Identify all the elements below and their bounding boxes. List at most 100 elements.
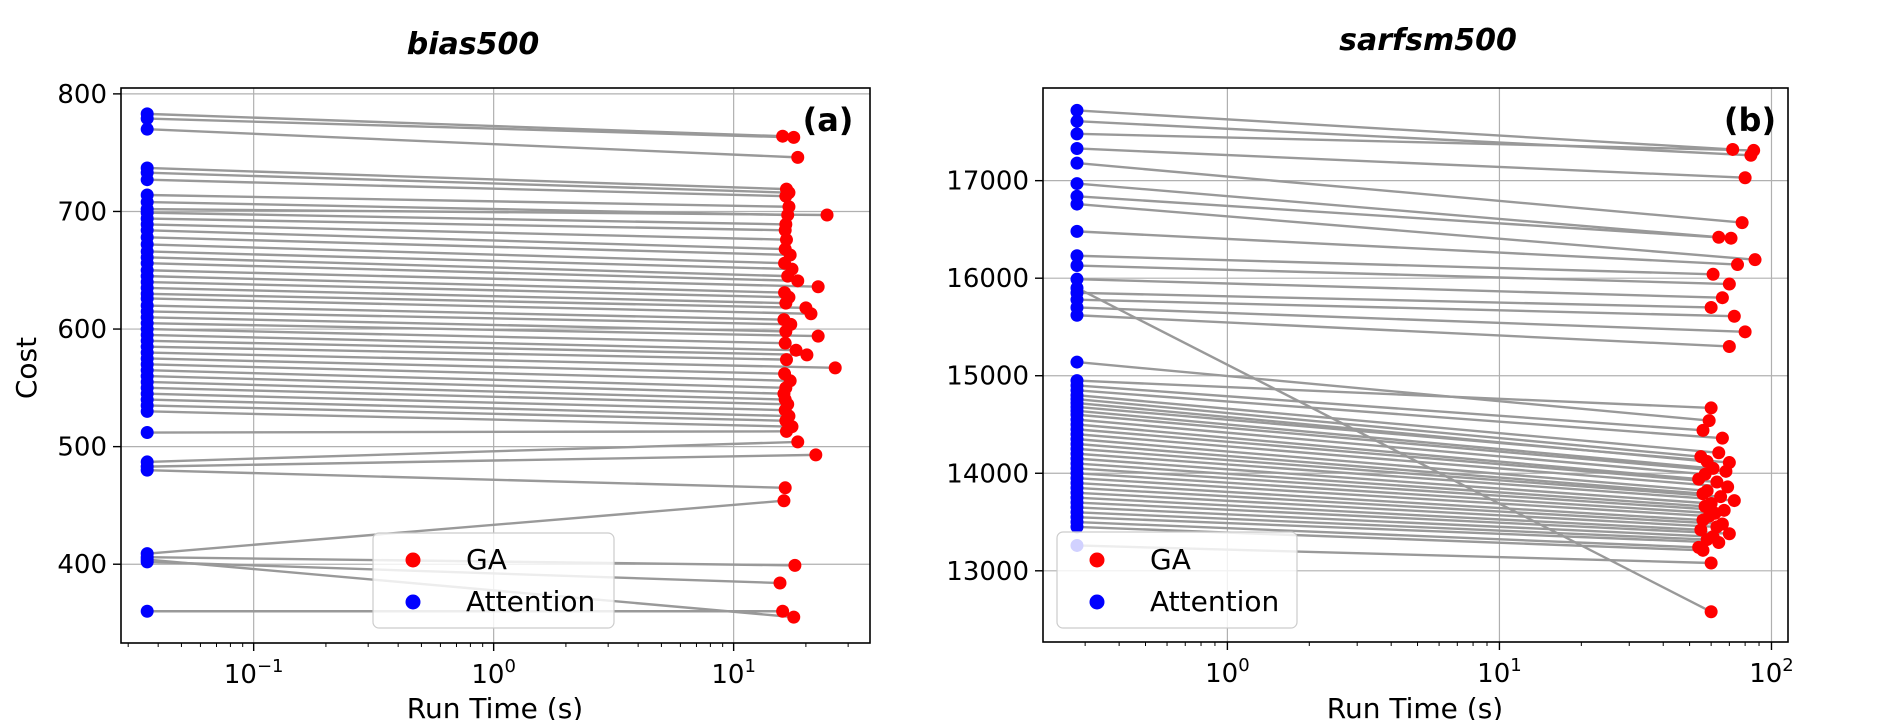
attention-point <box>140 404 154 418</box>
connector-line <box>147 357 785 375</box>
y-tick-label: 800 <box>57 80 107 110</box>
connector-line <box>1076 433 1728 489</box>
ga-point <box>804 307 818 321</box>
ga-point <box>1724 231 1738 245</box>
connector-line <box>1076 506 1714 538</box>
ga-point <box>773 576 787 590</box>
legend-box <box>372 532 615 629</box>
attention-point <box>1070 259 1084 273</box>
ga-point <box>1692 472 1706 486</box>
connector-line <box>147 274 785 294</box>
connector-line <box>147 127 798 159</box>
attention-point <box>1070 177 1084 191</box>
ga-point <box>1696 487 1710 501</box>
connector-line <box>1076 195 1732 240</box>
ga-point <box>800 348 814 362</box>
ga-point <box>1702 414 1716 428</box>
connector-line <box>1076 442 1704 495</box>
legend-marker-ga <box>1089 552 1105 568</box>
connector-line <box>147 280 789 299</box>
ga-point <box>1722 339 1736 353</box>
attention-point <box>140 553 154 567</box>
connector-line <box>147 380 786 401</box>
connector-line <box>147 333 797 352</box>
plot-frame <box>1042 87 1789 643</box>
connector-line <box>1076 457 1712 505</box>
ga-point <box>1738 171 1752 185</box>
connector-line <box>147 499 785 555</box>
ga-point <box>1704 556 1718 570</box>
connector-line <box>1076 384 1704 432</box>
connector-line <box>147 369 786 390</box>
connector-line <box>1076 511 1708 541</box>
ga-point <box>1712 446 1726 460</box>
connector-line <box>1076 413 1727 473</box>
connector-line <box>1076 254 1714 276</box>
connector-line <box>147 297 811 315</box>
ga-point <box>1722 277 1736 291</box>
connector-line <box>147 310 791 326</box>
ga-point <box>779 324 793 338</box>
attention-point <box>140 463 154 477</box>
connector-line <box>147 217 786 232</box>
ga-point <box>811 280 825 294</box>
plot-frame <box>120 87 871 644</box>
ga-point <box>788 558 802 572</box>
connector-line <box>147 339 807 357</box>
connector-line <box>1076 389 1723 440</box>
data-points <box>1070 103 1762 619</box>
connector-line <box>1076 515 1719 544</box>
connector-line <box>1076 486 1723 526</box>
connector-line <box>1076 182 1719 239</box>
connector-line <box>147 211 786 226</box>
connector-line <box>1076 437 1708 493</box>
connector-line <box>1076 472 1716 515</box>
x-tick-label: 101 <box>1477 655 1522 689</box>
y-tick-label: 14000 <box>946 459 1029 489</box>
connector-line <box>147 236 791 257</box>
connector-line <box>147 250 792 271</box>
connector-line <box>147 269 819 288</box>
attention-point <box>140 604 154 618</box>
connector-line <box>147 171 789 194</box>
connector-line <box>147 410 792 428</box>
connector-line <box>147 112 783 138</box>
ga-point <box>787 610 801 624</box>
ga-point <box>791 150 805 164</box>
connector-line <box>147 223 787 241</box>
attention-point <box>1070 156 1084 170</box>
chart-title: sarfsm500 <box>1339 23 1517 58</box>
attention-point <box>1070 281 1084 295</box>
connector-line <box>1076 306 1746 334</box>
panel-label: (b) <box>1724 101 1776 139</box>
connector-line <box>1076 447 1721 498</box>
x-tick-label: 101 <box>711 656 756 690</box>
ga-point <box>779 296 793 310</box>
connector-line <box>147 304 784 321</box>
legend: GA Attention <box>372 532 615 629</box>
x-tick-label: 100 <box>471 656 516 690</box>
connector-lines <box>147 112 836 619</box>
connector-line <box>147 430 787 434</box>
connector-line <box>147 316 786 333</box>
connector-line <box>1076 405 1730 464</box>
ga-point <box>1727 494 1741 508</box>
connector-line <box>1076 119 1751 157</box>
connector-line <box>147 468 786 489</box>
ga-point <box>1712 536 1726 550</box>
connector-line <box>147 166 787 191</box>
connector-line <box>147 392 786 412</box>
connector-line <box>1076 291 1712 309</box>
ga-point <box>1706 267 1720 281</box>
ga-point <box>789 343 803 357</box>
x-tick-label: 102 <box>1749 655 1794 689</box>
y-tick-label: 600 <box>57 315 107 345</box>
connector-line <box>1076 525 1704 552</box>
ga-point <box>1704 401 1718 415</box>
legend-label-attention: Attention <box>466 585 595 618</box>
ga-point <box>1738 325 1752 339</box>
ga-point <box>787 130 801 144</box>
ga-point <box>1712 230 1726 244</box>
connector-line <box>1076 520 1699 549</box>
y-axis-label: Cost <box>10 337 43 399</box>
